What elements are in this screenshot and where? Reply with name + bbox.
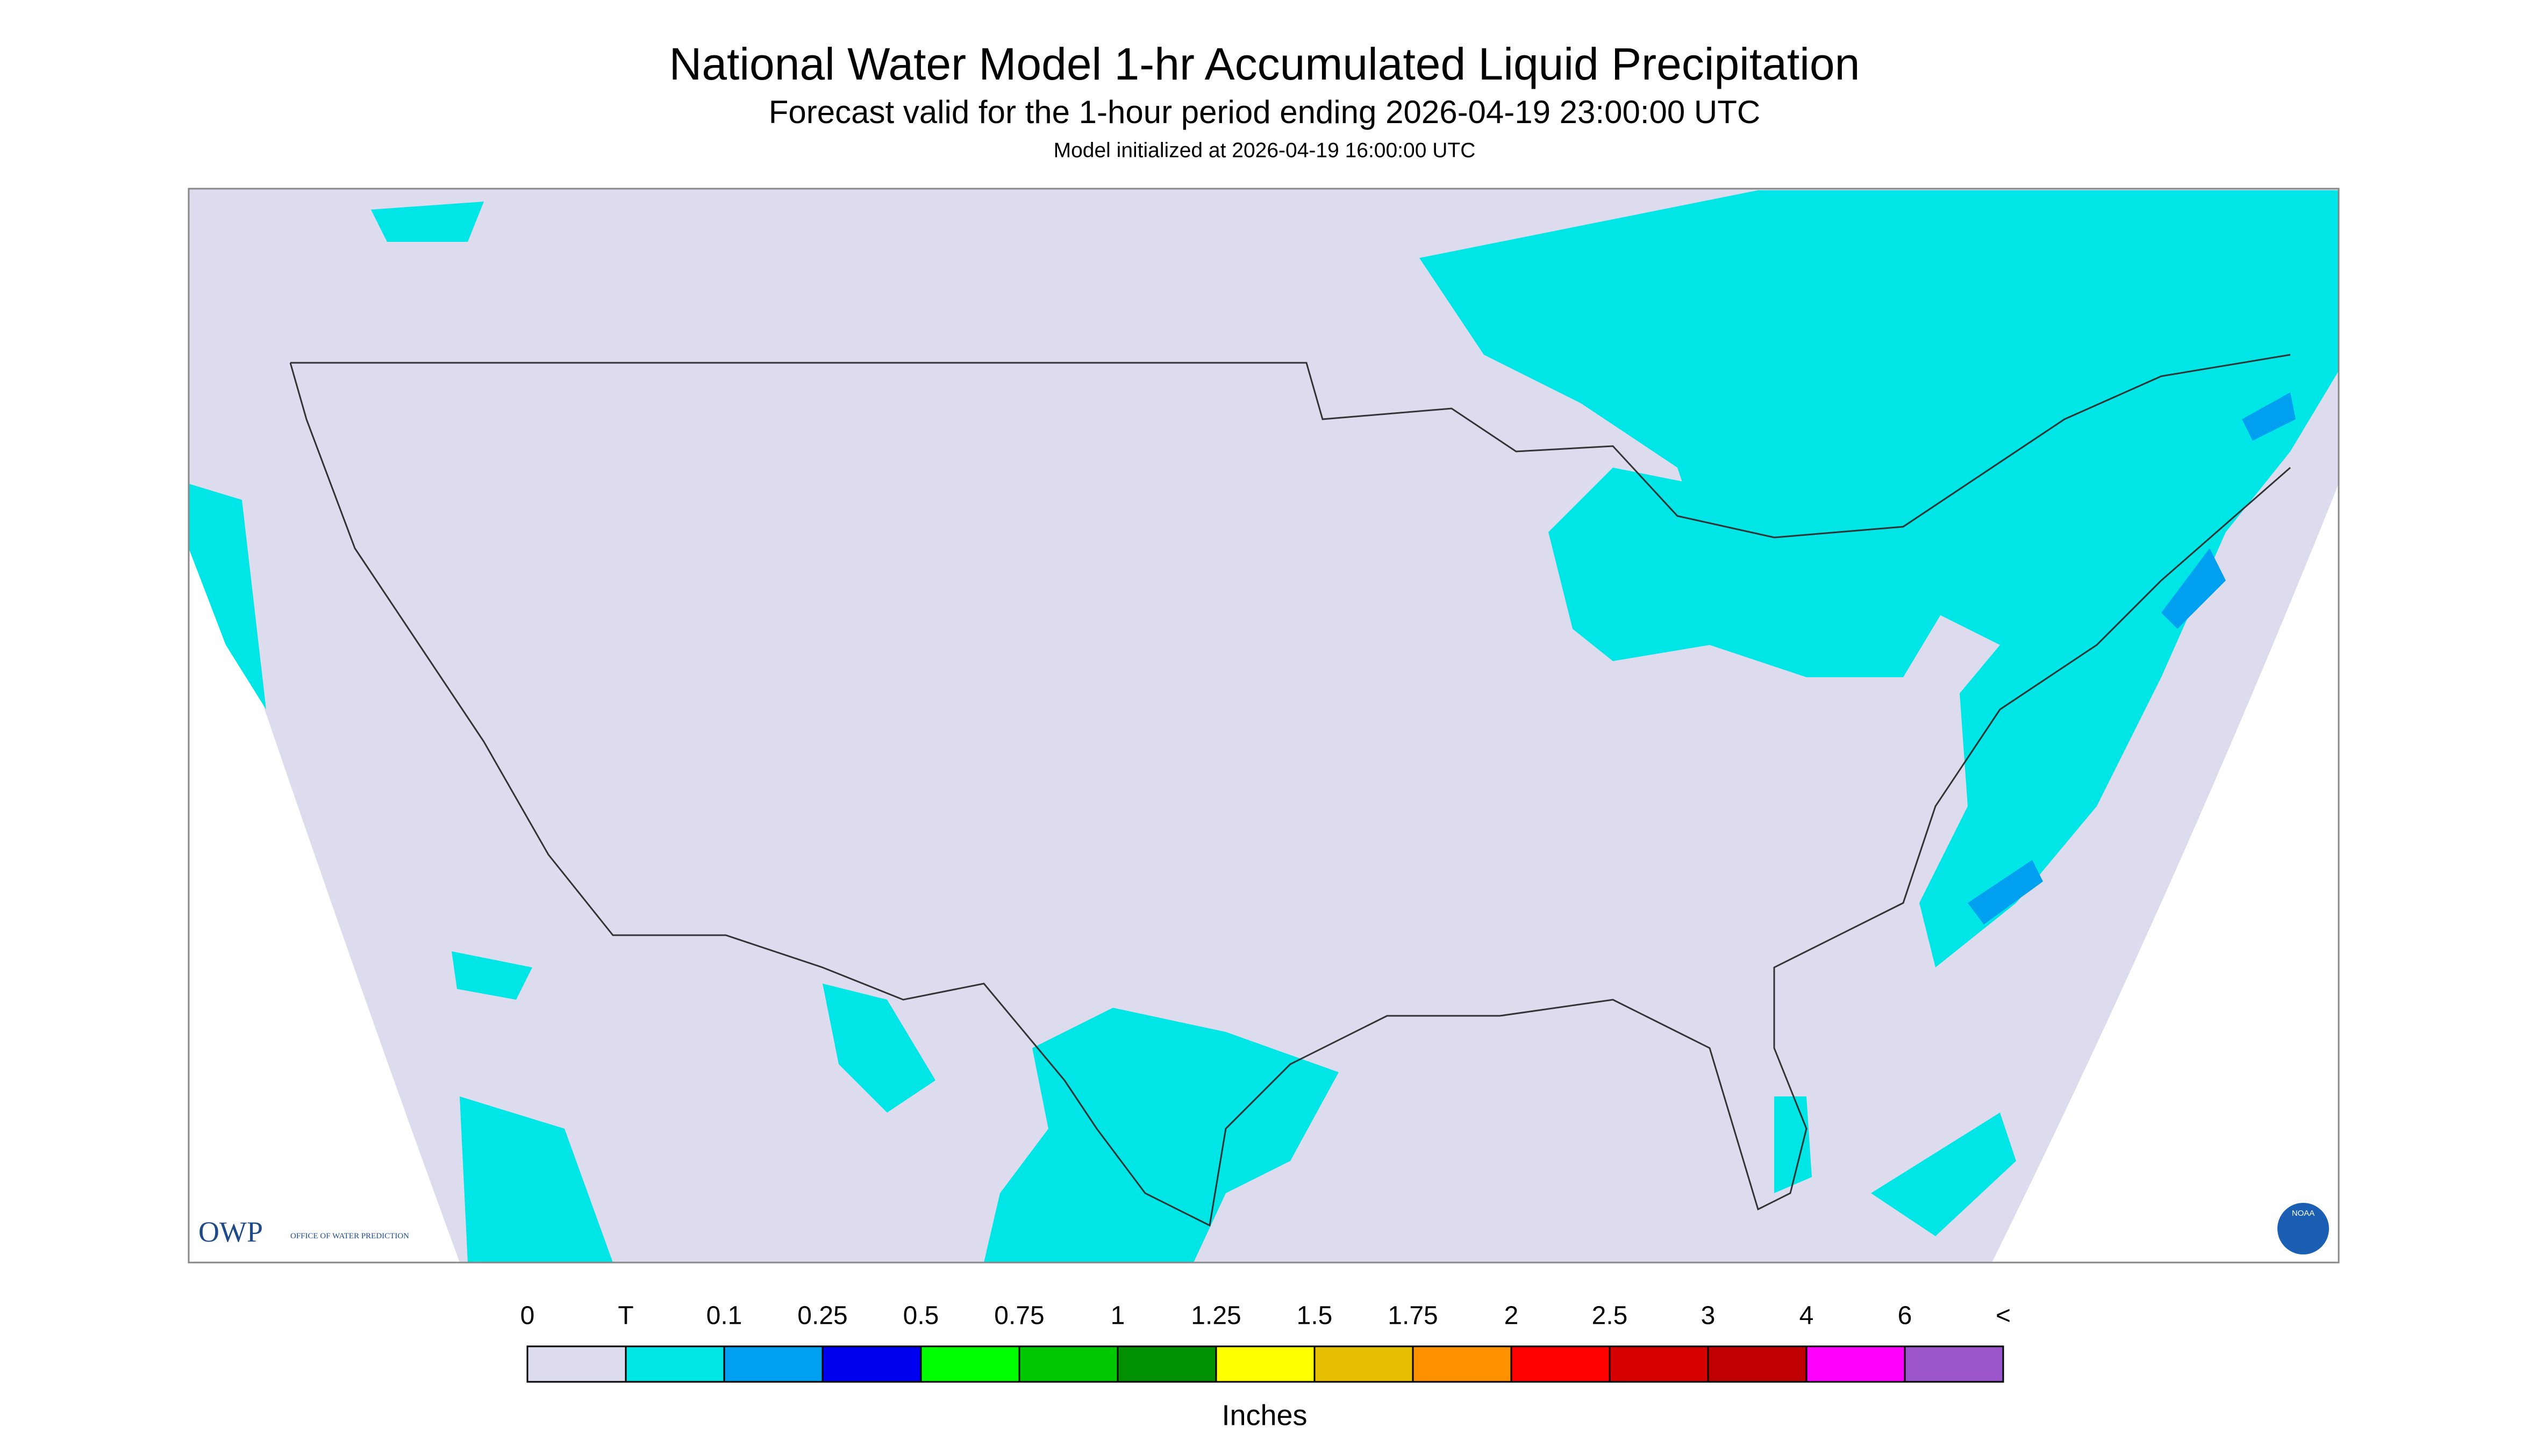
legend-label: 0.75 — [994, 1302, 1044, 1330]
init-time: Model initialized at 2026-04-19 16:00:00… — [1054, 139, 1476, 162]
legend-label: 0.5 — [903, 1302, 939, 1330]
legend-label: 0 — [520, 1302, 535, 1330]
legend-label: 1 — [1111, 1302, 1125, 1330]
legend-swatch — [1018, 1345, 1119, 1383]
legend-label: 1.75 — [1388, 1302, 1438, 1330]
legend-swatch — [1510, 1345, 1611, 1383]
legend-swatch — [1707, 1345, 1808, 1383]
legend-label: 0.1 — [706, 1302, 742, 1330]
coast-border — [289, 354, 2291, 1227]
legend-swatch — [1412, 1345, 1512, 1383]
legend-label: 4 — [1799, 1302, 1814, 1330]
precip-light — [1968, 392, 2296, 924]
legend-label: T — [618, 1302, 633, 1330]
legend-label: 6 — [1898, 1302, 1912, 1330]
precip-great-lakes — [1548, 468, 1952, 677]
legend-swatch — [1805, 1345, 1906, 1383]
legend-label: 0.25 — [797, 1302, 847, 1330]
precip-pacific-nw — [189, 484, 266, 709]
precip-sw — [452, 951, 532, 1000]
legend-swatch — [1117, 1345, 1217, 1383]
legend-swatch — [1215, 1345, 1316, 1383]
legend: 0 T 0.1 0.25 0.5 0.75 1 1.25 1.5 1.75 2 2.5 3 4 6 < — [520, 1302, 2011, 1383]
map-frame — [188, 188, 2340, 1264]
legend-unit: Inches — [1221, 1399, 1307, 1431]
owp-logo-text: OFFICE OF WATER PREDICTION — [290, 1232, 409, 1240]
legend-swatch — [1313, 1345, 1414, 1383]
precip-canada-west — [371, 202, 484, 242]
legend-swatch — [821, 1345, 922, 1383]
precip-baja — [460, 1096, 613, 1263]
precip-florida — [1774, 1096, 1812, 1193]
noaa-logo-text: NOAA — [2292, 1209, 2315, 1218]
legend-label: 1.25 — [1191, 1302, 1241, 1330]
map: OWP OFFICE OF WATER PREDICTION NOAA — [188, 188, 2340, 1264]
legend-swatch — [625, 1345, 725, 1383]
legend-swatch — [723, 1345, 824, 1383]
precip-texas — [823, 984, 935, 1113]
precip-trace — [189, 190, 2339, 1263]
legend-label: 3 — [1701, 1302, 1716, 1330]
legend-label: 2 — [1504, 1302, 1519, 1330]
noaa-logo — [2277, 1203, 2329, 1254]
legend-swatch — [920, 1345, 1020, 1383]
legend-label: 2.5 — [1592, 1302, 1628, 1330]
precip-atlantic-south — [1871, 1113, 2016, 1236]
owp-logo: OWP — [198, 1216, 263, 1248]
legend-swatch — [526, 1345, 627, 1383]
legend-label: < — [1996, 1302, 2011, 1330]
precip-gulf — [984, 1008, 1339, 1263]
title: National Water Model 1-hr Accumulated Li… — [669, 39, 1860, 89]
legend-label: 1.5 — [1297, 1302, 1333, 1330]
legend-swatch — [1904, 1345, 2004, 1383]
legend-swatch — [1609, 1345, 1709, 1383]
subtitle: Forecast valid for the 1-hour period end… — [769, 94, 1760, 130]
